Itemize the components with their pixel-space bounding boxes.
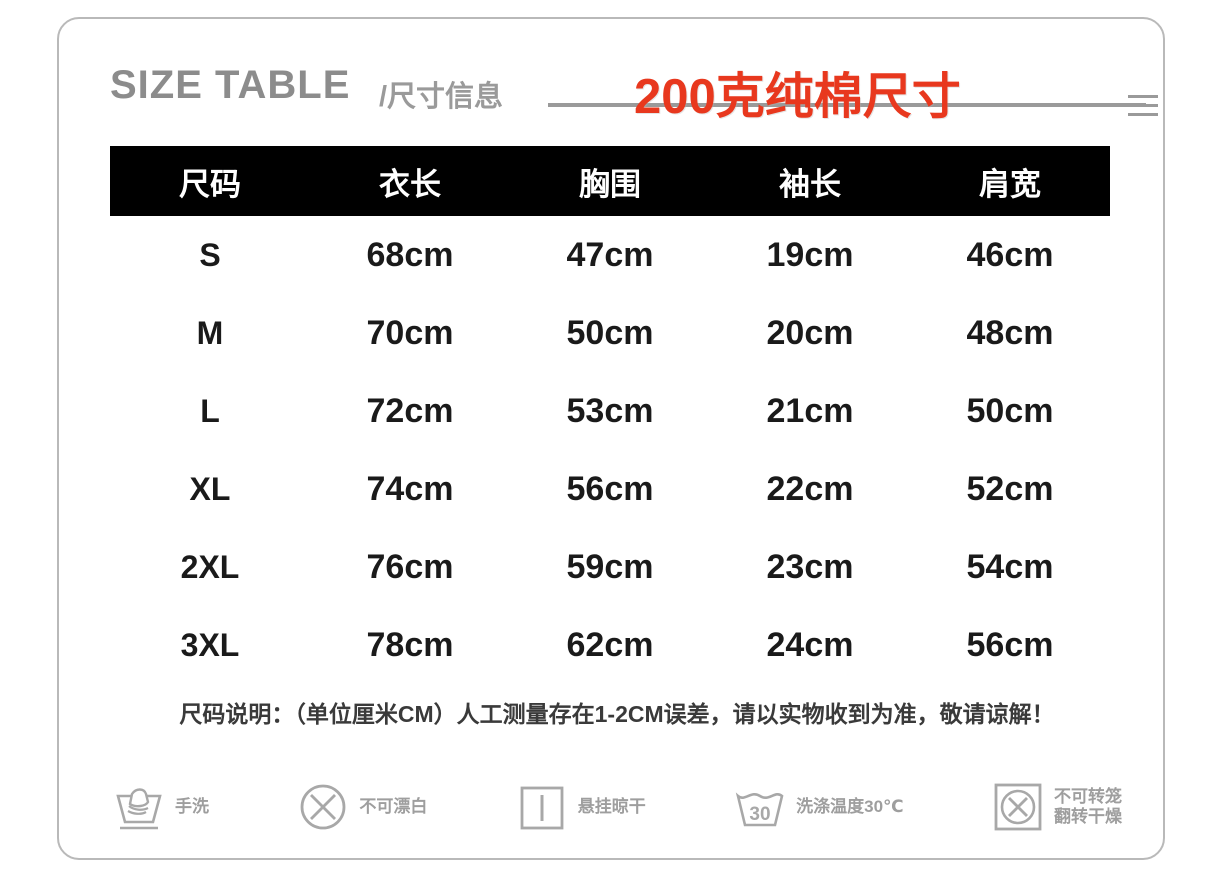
- cell-length: 76cm: [366, 547, 454, 586]
- no-bleach-icon: [296, 780, 350, 834]
- size-table: 尺码 衣长 胸围 袖长 肩宽 S 68cm 47cm 19cm 46cm M 7…: [110, 146, 1110, 684]
- cell-chest: 53cm: [566, 391, 654, 430]
- cell-shoulder: 52cm: [966, 469, 1054, 508]
- hamburger-bar: [1128, 95, 1158, 98]
- promo-banner-text: 200克纯棉尺寸: [634, 70, 961, 124]
- column-header-size: 尺码: [179, 166, 241, 202]
- care-item-no-bleach: 不可漂白: [296, 780, 427, 834]
- hand-wash-icon: [112, 780, 166, 834]
- table-row: L 72cm 53cm 21cm 50cm: [110, 372, 1110, 450]
- cell-chest: 56cm: [566, 469, 654, 508]
- cell-size: 3XL: [180, 626, 240, 663]
- table-row: 3XL 78cm 62cm 24cm 56cm: [110, 606, 1110, 684]
- cell-length: 68cm: [366, 235, 454, 274]
- column-header-chest: 胸围: [579, 166, 641, 202]
- care-instructions-row: 手洗 不可漂白 悬挂晾干: [112, 769, 1122, 844]
- cell-sleeve: 20cm: [766, 313, 854, 352]
- column-header-length: 衣长: [379, 166, 441, 202]
- card-header: SIZE TABLE /尺寸信息 200克纯棉尺寸: [110, 57, 1158, 129]
- cell-sleeve: 24cm: [766, 625, 854, 664]
- cell-size: S: [199, 236, 221, 273]
- column-header-sleeve: 袖长: [779, 166, 841, 202]
- svg-text:30: 30: [750, 804, 771, 825]
- cell-chest: 62cm: [566, 625, 654, 664]
- care-item-no-tumble-dry: 不可转笼 翻转干燥: [991, 780, 1122, 834]
- wash-temp-icon: 30: [733, 780, 787, 834]
- hang-dry-icon: [515, 780, 569, 834]
- cell-length: 78cm: [366, 625, 454, 664]
- cell-shoulder: 50cm: [966, 391, 1054, 430]
- page-title-en: SIZE TABLE: [110, 63, 351, 107]
- cell-length: 74cm: [366, 469, 454, 508]
- table-row: M 70cm 50cm 20cm 48cm: [110, 294, 1110, 372]
- hamburger-bar: [1128, 113, 1158, 116]
- cell-length: 72cm: [366, 391, 454, 430]
- cell-size: XL: [189, 470, 231, 507]
- care-label-hand-wash: 手洗: [175, 796, 209, 816]
- table-row: S 68cm 47cm 19cm 46cm: [110, 216, 1110, 294]
- care-item-hang-dry: 悬挂晾干: [515, 780, 646, 834]
- hamburger-icon: [1128, 95, 1158, 119]
- header-divider-rule: [548, 103, 1146, 107]
- cell-chest: 50cm: [566, 313, 654, 352]
- table-header-row: 尺码 衣长 胸围 袖长 肩宽: [110, 146, 1110, 216]
- size-table-card: SIZE TABLE /尺寸信息 200克纯棉尺寸 尺码 衣长 胸围 袖长 肩宽…: [57, 17, 1165, 860]
- cell-chest: 59cm: [566, 547, 654, 586]
- cell-shoulder: 48cm: [966, 313, 1054, 352]
- cell-shoulder: 56cm: [966, 625, 1054, 664]
- care-label-wash-temp: 洗涤温度30℃: [796, 796, 904, 816]
- cell-size: M: [196, 314, 224, 351]
- cell-sleeve: 23cm: [766, 547, 854, 586]
- table-row: XL 74cm 56cm 22cm 52cm: [110, 450, 1110, 528]
- cell-size: L: [200, 392, 220, 429]
- table-row: 2XL 76cm 59cm 23cm 54cm: [110, 528, 1110, 606]
- cell-sleeve: 19cm: [766, 235, 854, 274]
- cell-shoulder: 46cm: [966, 235, 1054, 274]
- care-label-no-bleach: 不可漂白: [359, 796, 428, 816]
- hamburger-bar: [1128, 104, 1158, 107]
- page-title-cn: /尺寸信息: [379, 81, 504, 113]
- cell-size: 2XL: [180, 548, 240, 585]
- care-label-hang-dry: 悬挂晾干: [577, 796, 646, 816]
- cell-shoulder: 54cm: [966, 547, 1054, 586]
- size-note-text: 尺码说明：（单位厘米CM）人工测量存在1-2CM误差，请以实物收到为准，敬请谅解…: [179, 701, 1055, 727]
- cell-chest: 47cm: [566, 235, 654, 274]
- no-tumble-dry-icon: [991, 780, 1045, 834]
- cell-sleeve: 22cm: [766, 469, 854, 508]
- column-header-shoulder: 肩宽: [979, 166, 1041, 202]
- care-label-no-tumble-dry: 不可转笼 翻转干燥: [1054, 786, 1122, 826]
- care-item-hand-wash: 手洗: [112, 780, 209, 834]
- care-item-wash-temp: 30 洗涤温度30℃: [733, 780, 904, 834]
- cell-sleeve: 21cm: [766, 391, 854, 430]
- cell-length: 70cm: [366, 313, 454, 352]
